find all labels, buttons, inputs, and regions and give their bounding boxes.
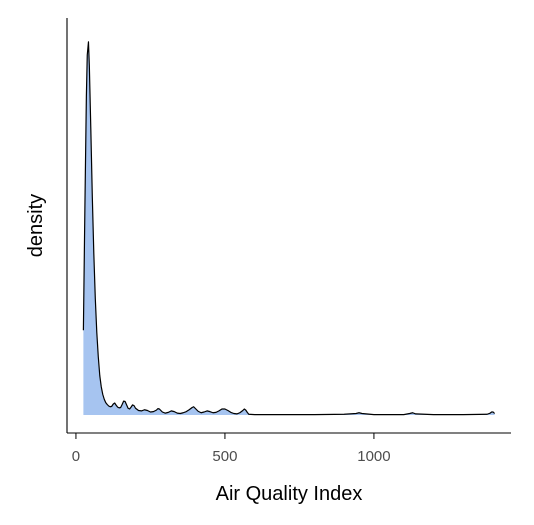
y-axis-title: density [25,194,47,257]
x-tick-label: 0 [72,448,80,465]
x-tick-label: 1000 [357,448,390,465]
x-axis-ticks: 0 500 1000 [72,433,391,465]
plot-area [82,41,496,416]
axes [66,18,511,434]
x-axis-title: Air Quality Index [216,483,363,505]
x-tick-label: 500 [212,448,237,465]
density-area-fill [83,41,495,415]
density-curve-line [82,41,496,416]
